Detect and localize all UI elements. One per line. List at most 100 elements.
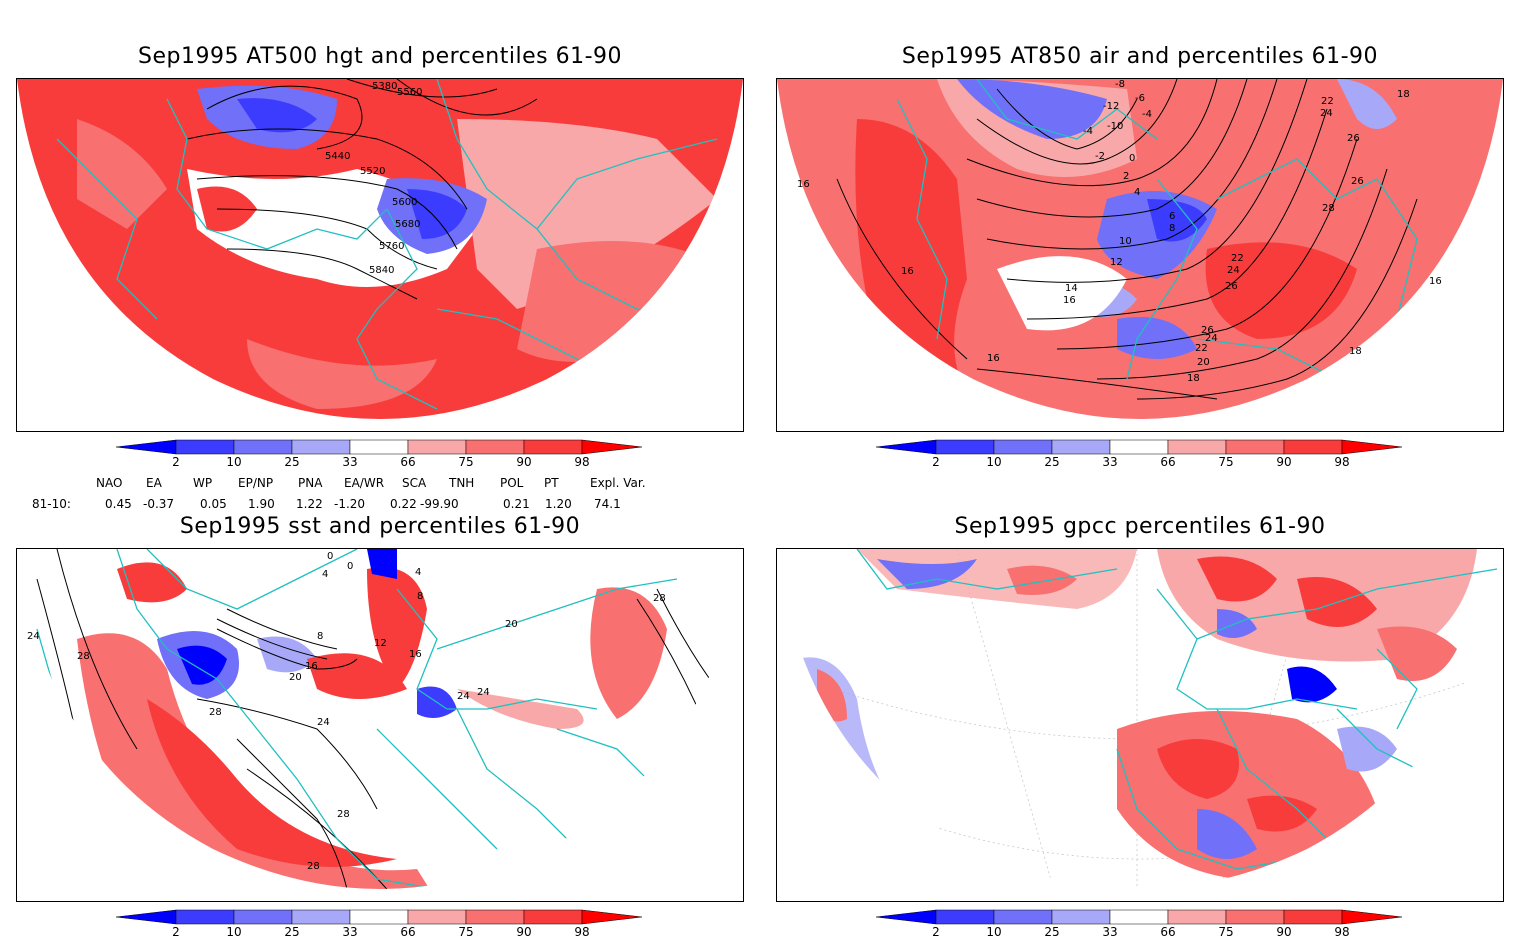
contour-label: 28 — [307, 861, 320, 872]
colorbar-label: 90 — [1276, 455, 1291, 468]
contour-label: 22 — [1195, 343, 1208, 354]
contour-label: 5840 — [369, 265, 394, 276]
index-header: NAO — [96, 476, 123, 490]
contour-label: -6 — [1135, 93, 1145, 104]
contour-label: 18 — [1397, 89, 1410, 100]
contour-label: 24 — [1227, 265, 1240, 276]
contour-label: 28 — [77, 651, 90, 662]
index-header: EA — [146, 476, 162, 490]
index-value: 0.45 — [105, 497, 132, 511]
contour-label: 12 — [374, 638, 387, 649]
panel2-map: -8 -6 -12 -4 -10 -4 -2 0 2 4 6 8 10 12 1… — [776, 78, 1504, 432]
contour-label: 22 — [1231, 253, 1244, 264]
contour-label: 26 — [1201, 325, 1214, 336]
contour-label: 8 — [417, 591, 423, 602]
contour-label: 28 — [209, 707, 222, 718]
index-header: EP/NP — [238, 476, 274, 490]
contour-label: 16 — [987, 353, 1000, 364]
contour-label: 16 — [1063, 295, 1076, 306]
index-value: -1.20 — [334, 497, 366, 511]
colorbar-label: 90 — [516, 455, 531, 468]
contour-label: 18 — [1187, 373, 1200, 384]
colorbar-label: 33 — [1102, 455, 1117, 468]
colorbar-label: 25 — [1044, 455, 1059, 468]
index-header: EA/WR — [344, 476, 385, 490]
index-header: Expl. Var. — [590, 476, 646, 490]
panel4-title: Sep1995 gpcc percentiles 61-90 — [954, 514, 1326, 539]
index-header: WP — [193, 476, 213, 490]
colorbar-label: 75 — [1218, 925, 1233, 938]
contour-label: 5440 — [325, 151, 350, 162]
colorbar-label: 98 — [1334, 455, 1349, 468]
colorbar-label: 2 — [932, 455, 940, 468]
contour-label: 4 — [322, 569, 328, 580]
colorbar-label: 90 — [516, 925, 531, 938]
contour-label: 8 — [317, 631, 323, 642]
contour-label: 6 — [1169, 211, 1175, 222]
index-value: 1.22 — [296, 497, 323, 511]
colorbar-label: 10 — [986, 455, 1001, 468]
colorbar-label: 10 — [986, 925, 1001, 938]
colorbar-1: 2 10 25 33 66 75 90 98 — [115, 438, 646, 469]
panel1-title: Sep1995 AT500 hgt and percentiles 61-90 — [137, 44, 623, 69]
contour-label: 14 — [1065, 283, 1078, 294]
contour-label: 24 — [317, 717, 330, 728]
contour-label: -12 — [1103, 101, 1119, 112]
contour-label: 24 — [1205, 333, 1218, 344]
index-value: 1.90 — [248, 497, 275, 511]
contour-label: 16 — [1429, 276, 1442, 287]
contour-label: 2 — [1123, 171, 1129, 182]
colorbar-label: 75 — [458, 455, 473, 468]
panel3-map: 0 0 4 4 8 8 12 16 16 20 24 24 24 28 28 2… — [16, 548, 744, 902]
colorbar-label: 66 — [400, 455, 415, 468]
contour-label: 4 — [1134, 187, 1140, 198]
contour-label: 5600 — [392, 197, 417, 208]
colorbar-label: 75 — [458, 925, 473, 938]
panel1-map: 5380 5560 5440 5520 5600 5680 5760 5840 — [16, 78, 744, 432]
contour-label: 26 — [1225, 281, 1238, 292]
contour-label: 5520 — [360, 166, 385, 177]
contour-label: -4 — [1083, 126, 1093, 137]
colorbar-label: 33 — [1102, 925, 1117, 938]
colorbar-label: 33 — [342, 455, 357, 468]
contour-label: 24 — [27, 631, 40, 642]
contour-label: 28 — [653, 593, 666, 604]
colorbar-2: 2 10 25 33 66 75 90 98 — [875, 438, 1406, 469]
panel4-map — [776, 548, 1504, 902]
contour-label: 5560 — [397, 87, 422, 98]
contour-label: 5380 — [372, 81, 397, 92]
contour-label: 12 — [1110, 257, 1123, 268]
index-header: SCA — [402, 476, 427, 490]
contour-label: 5680 — [395, 219, 420, 230]
index-value: 74.1 — [594, 497, 621, 511]
contour-label: 10 — [1119, 236, 1132, 247]
contour-label: 28 — [337, 809, 350, 820]
contour-label: 0 — [327, 551, 333, 562]
colorbar-label: 2 — [932, 925, 940, 938]
colorbar-label: 98 — [574, 925, 589, 938]
index-value: -0.37 — [143, 497, 175, 511]
index-header: PNA — [298, 476, 323, 490]
colorbar-label: 75 — [1218, 455, 1233, 468]
colorbar-label: 33 — [342, 925, 357, 938]
contour-label: 22 — [1321, 96, 1334, 107]
contour-label: -4 — [1142, 109, 1152, 120]
contour-label: -2 — [1095, 151, 1105, 162]
index-value: 0.21 — [503, 497, 530, 511]
panel2-title: Sep1995 AT850 air and percentiles 61-90 — [901, 44, 1379, 69]
contour-label: 16 — [901, 266, 914, 277]
colorbar-label: 2 — [172, 455, 180, 468]
contour-label: 5760 — [379, 241, 404, 252]
index-value: 0.05 — [200, 497, 227, 511]
colorbar-label: 66 — [1160, 925, 1175, 938]
contour-label: -10 — [1107, 121, 1123, 132]
panel3-title: Sep1995 sst and percentiles 61-90 — [179, 514, 581, 539]
colorbar-label: 66 — [1160, 455, 1175, 468]
colorbar-label: 66 — [400, 925, 415, 938]
index-header: TNH — [449, 476, 475, 490]
index-table: NAO EA WP EP/NP PNA EA/WR SCA TNH POL PT… — [0, 474, 760, 514]
contour-label: 16 — [305, 661, 318, 672]
contour-label: 0 — [1129, 153, 1135, 164]
contour-label: 20 — [1197, 357, 1210, 368]
colorbar-label: 2 — [172, 925, 180, 938]
